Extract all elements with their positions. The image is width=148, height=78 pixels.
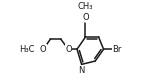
Text: Br: Br <box>112 45 121 54</box>
Text: N: N <box>78 66 85 75</box>
Text: O: O <box>40 45 47 54</box>
Text: H₃C: H₃C <box>19 45 35 54</box>
Text: O: O <box>65 45 72 54</box>
Text: O: O <box>82 13 89 22</box>
Text: CH₃: CH₃ <box>78 2 93 11</box>
